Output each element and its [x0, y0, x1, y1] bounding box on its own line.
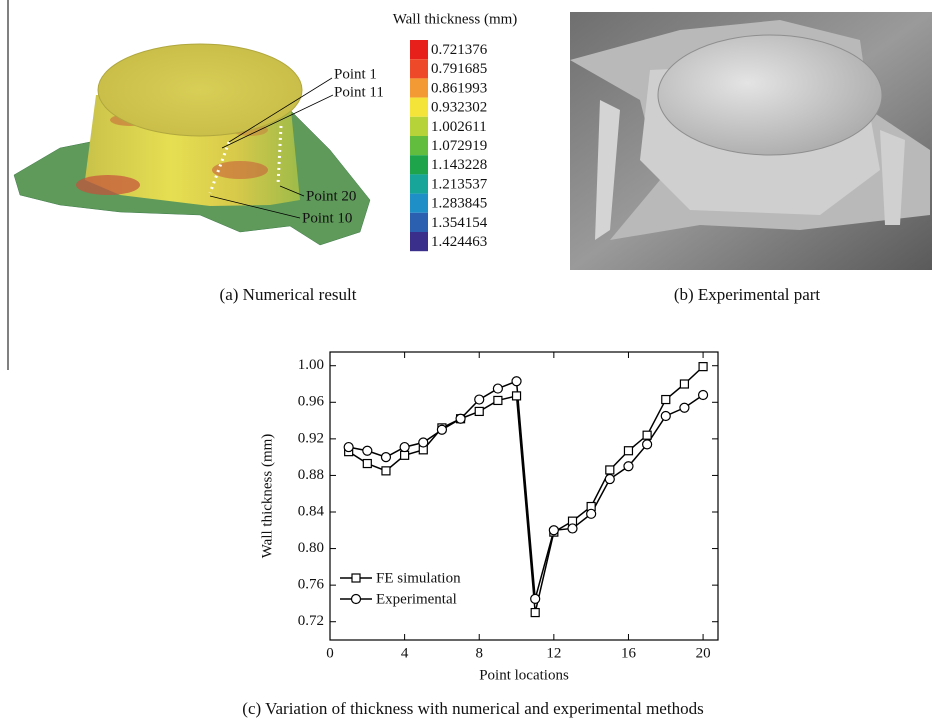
data-point: [624, 447, 632, 455]
legend-marker: [352, 574, 360, 582]
y-tick-label: 0.72: [298, 613, 324, 629]
data-point: [680, 380, 688, 388]
data-point: [513, 392, 521, 400]
x-axis-label: Point locations: [479, 667, 569, 683]
color-swatch: [410, 59, 428, 78]
colorbar: 0.721376 0.791685 0.861993 0.932302 1.002611…: [410, 40, 488, 251]
colorbar-label: 1.072919: [431, 138, 487, 154]
data-point: [662, 396, 670, 404]
data-point: [605, 475, 614, 484]
data-point: [419, 438, 428, 447]
data-point: [381, 453, 390, 462]
data-point: [587, 509, 596, 518]
data-point: [531, 609, 539, 617]
caption: (c) Variation of thickness with numerica…: [242, 699, 703, 718]
y-tick-label: 0.76: [298, 577, 325, 593]
data-point: [344, 443, 353, 452]
annotation: Point 11: [334, 84, 384, 100]
data-point: [624, 462, 633, 471]
colorbar-label: 1.283845: [431, 196, 487, 212]
data-point: [531, 594, 540, 603]
y-tick-label: 0.96: [298, 394, 325, 410]
caption: (b) Experimental part: [674, 285, 821, 304]
data-point: [456, 414, 465, 423]
figure: Point 1 Point 11 Point 20 Point 10 Wall …: [0, 0, 947, 722]
colorbar-label: 0.791685: [431, 61, 487, 77]
colorbar-label: 1.354154: [431, 215, 488, 231]
legend-label: FE simulation: [376, 570, 461, 586]
x-tick-label: 0: [326, 645, 334, 661]
legend-marker: [352, 595, 361, 604]
colorbar-label: 0.932302: [431, 100, 487, 116]
color-swatch: [410, 117, 428, 136]
data-point: [643, 431, 651, 439]
colorbar-label: 1.002611: [431, 119, 487, 135]
colorbar-label: 1.213537: [431, 176, 488, 192]
series-line: [349, 381, 703, 599]
colorbar-label: 0.721376: [431, 42, 488, 58]
data-point: [606, 466, 614, 474]
data-point: [382, 467, 390, 475]
caption: (a) Numerical result: [220, 285, 357, 304]
annotation: Point 10: [302, 210, 352, 226]
data-point: [401, 451, 409, 459]
color-swatch: [410, 194, 428, 213]
y-tick-label: 0.84: [298, 503, 325, 519]
data-point: [699, 363, 707, 371]
color-swatch: [410, 98, 428, 117]
colorbar-label: 1.424463: [431, 234, 487, 250]
data-point: [363, 460, 371, 468]
data-point: [363, 446, 372, 455]
data-point: [549, 526, 558, 535]
line-chart: 0.72 0.76 0.80 0.84 0.88 0.92 0.96 1.00 0 4 8 12 16 2…: [259, 352, 718, 683]
colorbar-title: Wall thickness (mm): [393, 11, 518, 27]
photo: [570, 12, 932, 270]
x-tick-label: 20: [696, 645, 711, 661]
colorbar-label: 1.143228: [431, 157, 487, 173]
data-point: [493, 384, 502, 393]
data-point: [400, 443, 409, 452]
y-tick-label: 0.80: [298, 540, 324, 556]
data-point: [494, 396, 502, 404]
data-point: [661, 412, 670, 421]
annotation: Point 20: [306, 188, 356, 204]
data-point: [680, 403, 689, 412]
color-swatch: [410, 213, 428, 232]
x-tick-label: 16: [621, 645, 637, 661]
data-point: [568, 524, 577, 533]
color-swatch: [410, 40, 428, 59]
y-tick-label: 0.88: [298, 467, 324, 483]
x-tick-label: 4: [401, 645, 409, 661]
color-swatch: [410, 155, 428, 174]
annotation: Point 1: [334, 66, 377, 82]
y-tick-label: 1.00: [298, 357, 324, 373]
y-tick-label: 0.92: [298, 430, 324, 446]
color-swatch: [410, 136, 428, 155]
data-point: [643, 440, 652, 449]
data-point: [512, 377, 521, 386]
data-point: [699, 390, 708, 399]
color-swatch: [410, 78, 428, 97]
color-swatch: [410, 232, 428, 251]
x-tick-label: 12: [546, 645, 561, 661]
x-tick-label: 8: [475, 645, 483, 661]
colorbar-label: 0.861993: [431, 80, 487, 96]
y-axis-label: Wall thickness (mm): [259, 434, 275, 559]
data-point: [437, 425, 446, 434]
legend-label: Experimental: [376, 591, 457, 607]
color-swatch: [410, 174, 428, 193]
data-point: [475, 395, 484, 404]
data-point: [475, 407, 483, 415]
